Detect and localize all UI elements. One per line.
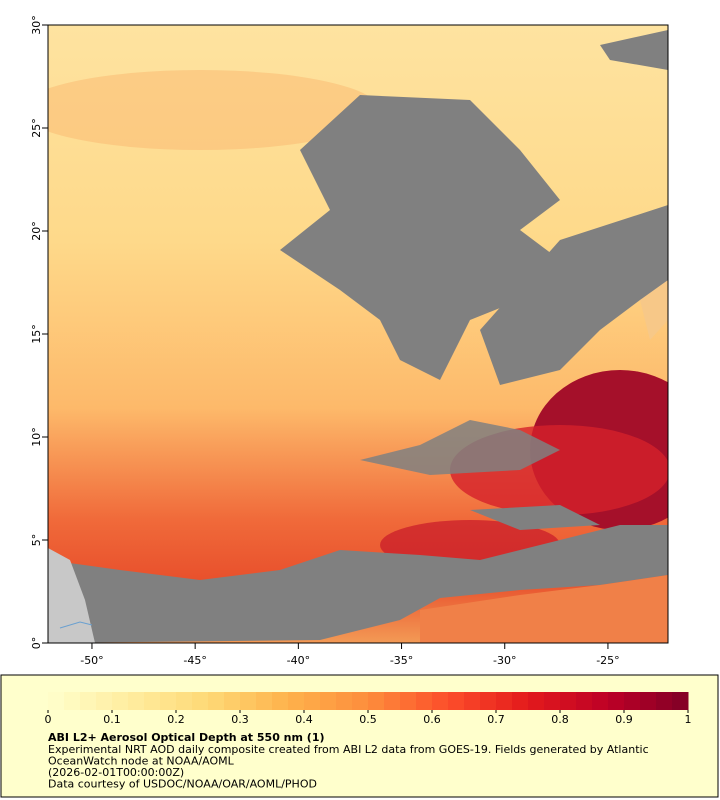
y-tick-label: 25°	[30, 118, 43, 138]
colorbar-tick-label: 0.1	[103, 713, 121, 726]
x-tick-label: -40°	[287, 654, 310, 667]
colorbar-tick-label: 0.4	[295, 713, 313, 726]
colorbar-step	[304, 692, 321, 710]
colorbar-step	[80, 692, 97, 710]
colorbar-step	[224, 692, 241, 710]
colorbar-step	[208, 692, 225, 710]
y-tick-label: 20°	[30, 221, 43, 241]
colorbar-step	[64, 692, 81, 710]
colorbar-step	[160, 692, 177, 710]
colorbar-step	[656, 692, 673, 710]
y-tick-label: 10°	[30, 427, 43, 447]
colorbar-step	[368, 692, 385, 710]
colorbar-tick-label: 0.8	[551, 713, 569, 726]
colorbar-step	[480, 692, 497, 710]
colorbar-step	[48, 692, 65, 710]
colorbar-tick-label: 0.2	[167, 713, 185, 726]
colorbar-step	[544, 692, 561, 710]
colorbar-tick-label: 0.5	[359, 713, 377, 726]
y-tick-label: 30°	[30, 15, 43, 35]
caption-line: OceanWatch node at NOAA/AOML	[48, 755, 235, 768]
colorbar-step	[576, 692, 593, 710]
colorbar-step	[176, 692, 193, 710]
colorbar-step	[256, 692, 273, 710]
y-tick-label: 0°	[30, 637, 43, 650]
colorbar-step	[192, 692, 209, 710]
colorbar-step	[672, 692, 689, 710]
colorbar-step	[288, 692, 305, 710]
colorbar-step	[240, 692, 257, 710]
map-image	[48, 25, 668, 643]
colorbar-step	[272, 692, 289, 710]
colorbar-step	[592, 692, 609, 710]
colorbar-tick-label: 0.3	[231, 713, 249, 726]
colorbar-step	[464, 692, 481, 710]
colorbar-step	[144, 692, 161, 710]
y-tick-label: 5°	[30, 534, 43, 547]
x-tick-label: -35°	[390, 654, 413, 667]
colorbar-step	[448, 692, 465, 710]
colorbar-step	[560, 692, 577, 710]
colorbar-step	[96, 692, 113, 710]
colorbar-step	[128, 692, 145, 710]
colorbar-tick-label: 0.6	[423, 713, 441, 726]
colorbar-step	[432, 692, 449, 710]
colorbar-step	[624, 692, 641, 710]
colorbar-step	[512, 692, 529, 710]
x-tick-label: -25°	[596, 654, 619, 667]
x-tick-label: -50°	[80, 654, 103, 667]
colorbar-step	[640, 692, 657, 710]
colorbar-tick-label: 0.7	[487, 713, 505, 726]
colorbar-step	[528, 692, 545, 710]
caption-line: (2026-02-01T00:00:00Z)	[48, 766, 184, 779]
colorbar-step	[352, 692, 369, 710]
colorbar-tick-label: 1	[685, 713, 692, 726]
x-tick-label: -30°	[493, 654, 516, 667]
colorbar-step	[112, 692, 129, 710]
colorbar-tick-label: 0	[45, 713, 52, 726]
colorbar-step	[416, 692, 433, 710]
colorbar-step	[496, 692, 513, 710]
colorbar-step	[320, 692, 337, 710]
colorbar-tick-label: 0.9	[615, 713, 633, 726]
caption-title: ABI L2+ Aerosol Optical Depth at 550 nm …	[48, 731, 325, 744]
caption-line: Data courtesy of USDOC/NOAA/OAR/AOML/PHO…	[48, 778, 317, 791]
colorbar-step	[608, 692, 625, 710]
y-tick-label: 15°	[30, 324, 43, 344]
colorbar-step	[336, 692, 353, 710]
x-tick-label: -45°	[183, 654, 206, 667]
colorbar-step	[384, 692, 401, 710]
colorbar-step	[400, 692, 417, 710]
caption-line: Experimental NRT AOD daily composite cre…	[48, 743, 649, 756]
